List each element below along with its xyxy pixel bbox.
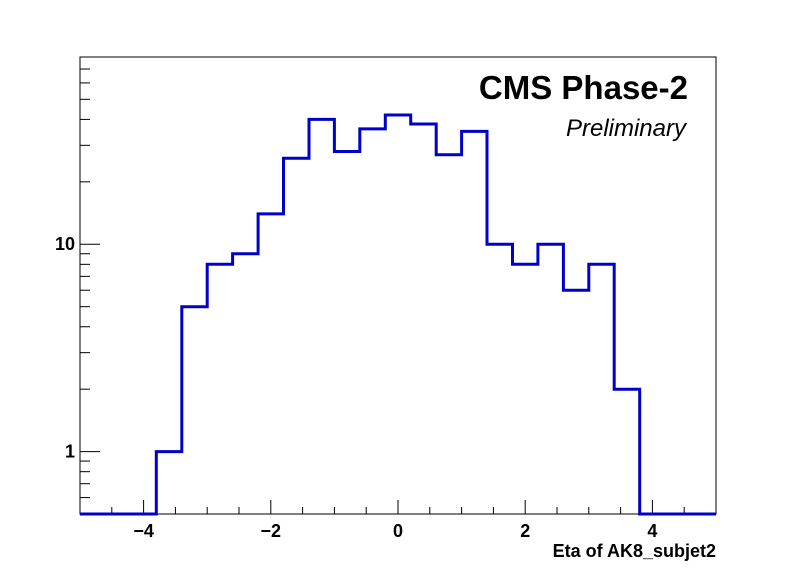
y-axis-tick-labels: 1 10 [55, 234, 75, 461]
histogram-series-line [80, 113, 716, 516]
chart-subtitle: Preliminary [566, 115, 688, 142]
y-tick-label: 1 [65, 442, 75, 462]
x-axis-title: Eta of AK8_subjet2 [553, 541, 716, 561]
x-axis-tick-labels: −4 −2 0 2 4 [133, 521, 657, 541]
x-axis-ticks [79, 500, 717, 514]
x-tick-label: 0 [393, 521, 403, 541]
x-tick-label: 4 [647, 521, 657, 541]
x-tick-label: −2 [261, 521, 282, 541]
chart-title: CMS Phase-2 [479, 69, 688, 106]
x-tick-label: −4 [133, 521, 154, 541]
x-tick-label: 2 [520, 521, 530, 541]
y-tick-label: 10 [55, 234, 75, 254]
y-axis-ticks [80, 56, 100, 515]
